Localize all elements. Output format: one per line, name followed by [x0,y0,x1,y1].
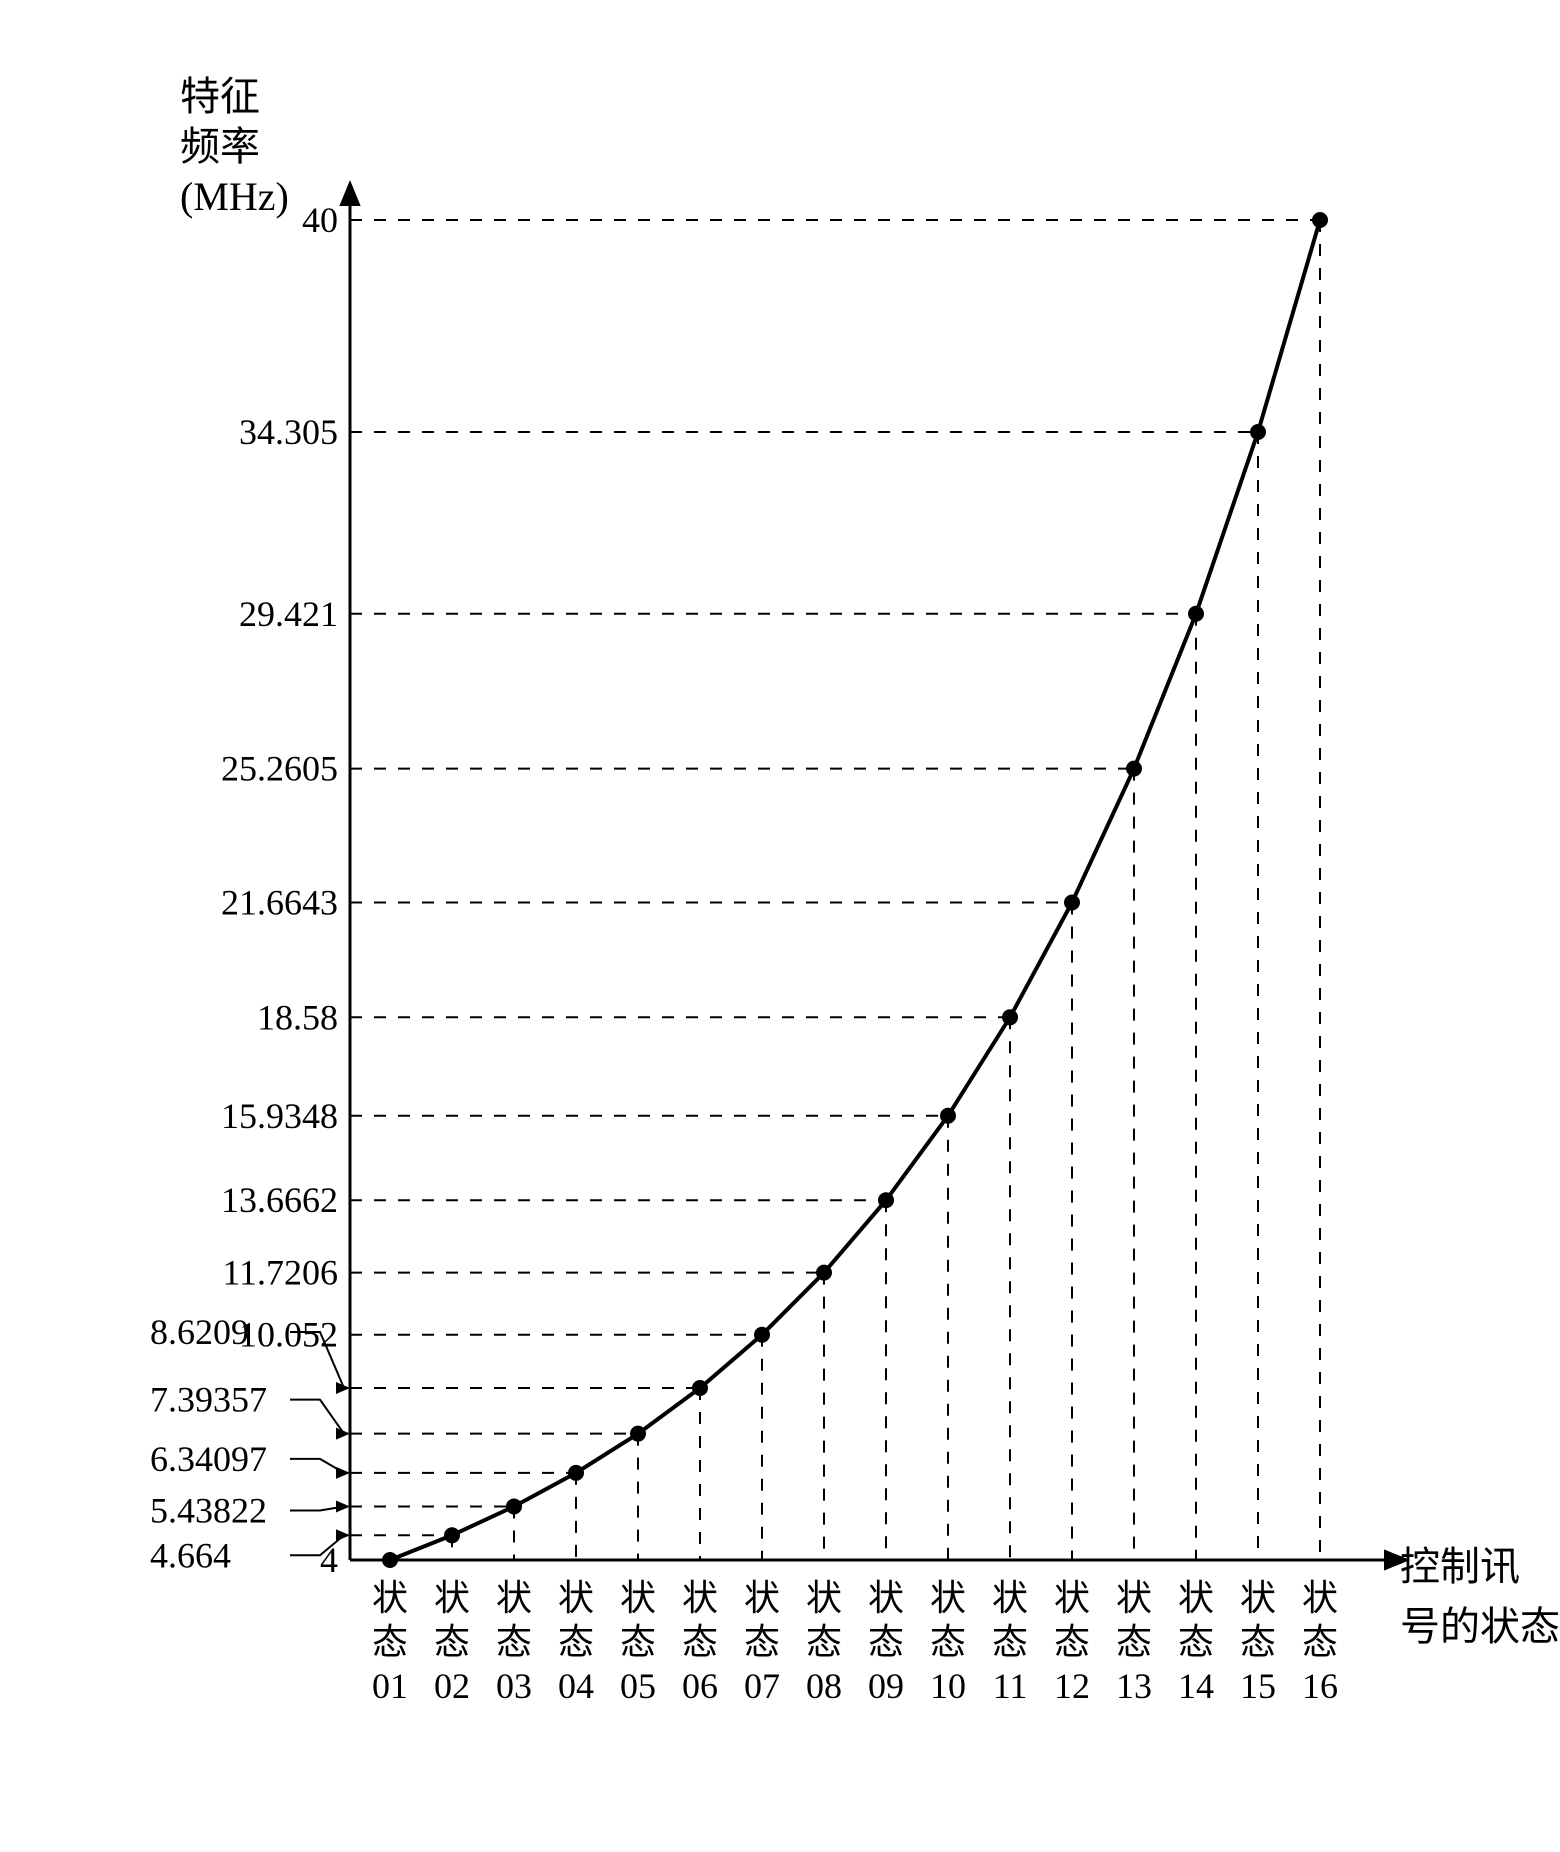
data-point [878,1192,894,1208]
data-point [444,1527,460,1543]
x-tick-label: 态 [558,1622,594,1662]
x-tick-label: 07 [744,1666,780,1706]
x-tick-label: 12 [1054,1666,1090,1706]
x-tick-label: 态 [496,1622,532,1662]
data-point [1312,212,1328,228]
y-tick-label: 6.34097 [150,1439,267,1479]
data-point [630,1426,646,1442]
x-tick-label: 14 [1178,1666,1214,1706]
data-point [506,1498,522,1514]
leader-line [290,1400,344,1434]
y-tick-label: 29.421 [239,594,338,634]
data-point [1126,761,1142,777]
y-tick-label: 25.2605 [221,749,338,789]
x-tick-label: 02 [434,1666,470,1706]
x-tick-label: 态 [744,1622,780,1662]
data-point [1064,894,1080,910]
data-point [1250,424,1266,440]
x-tick-label: 06 [682,1666,718,1706]
x-tick-label: 08 [806,1666,842,1706]
y-axis-title-line: 特征 [180,74,260,119]
x-tick-label: 09 [868,1666,904,1706]
leader-line [290,1459,344,1473]
data-point [816,1265,832,1281]
x-tick-label: 态 [620,1622,656,1662]
leader-arrow-icon [336,1529,350,1541]
x-tick-label: 状 [806,1578,842,1618]
x-tick-label: 态 [930,1622,966,1662]
y-axis-title-line: (MHz) [180,174,289,219]
data-point [1188,606,1204,622]
y-tick-label: 4.664 [150,1535,231,1575]
x-tick-label: 态 [682,1622,718,1662]
x-tick-label: 10 [930,1666,966,1706]
y-tick-label: 10.052 [239,1315,338,1355]
y-axis-arrow-icon [339,180,360,206]
x-tick-label: 态 [868,1622,904,1662]
x-tick-label: 状 [1240,1578,1276,1618]
data-point [382,1552,398,1568]
data-point [754,1327,770,1343]
x-tick-label: 状 [620,1578,656,1618]
chart-container: 特征频率 (MHz) 控制讯号的状态 40 34.305 29.421 25.2605 21.… [0,0,1560,1852]
x-axis-title-line: 控制讯 [1400,1544,1520,1589]
frequency-chart: 特征频率 (MHz) 控制讯号的状态 40 34.305 29.421 25.2605 21.… [0,0,1560,1852]
leader-arrow-icon [336,1428,350,1440]
x-tick-label: 状 [1116,1578,1152,1618]
x-tick-label: 11 [993,1666,1028,1706]
y-tick-label: 8.6209 [150,1312,249,1352]
x-tick-label: 状 [1302,1578,1338,1618]
x-tick-label: 13 [1116,1666,1152,1706]
y-tick-label: 15.9348 [221,1096,338,1136]
x-tick-label: 16 [1302,1666,1338,1706]
leader-arrow-icon [336,1467,350,1479]
x-tick-label: 态 [1054,1622,1090,1662]
x-tick-label: 状 [1054,1578,1090,1618]
leader-line [290,1506,344,1510]
data-curve [390,220,1320,1560]
x-tick-label: 05 [620,1666,656,1706]
x-tick-label: 态 [1240,1622,1276,1662]
x-tick-label: 状 [372,1578,408,1618]
x-tick-label: 状 [558,1578,594,1618]
leader-arrow-icon [336,1500,350,1512]
data-point [568,1465,584,1481]
y-tick-label: 5.43822 [150,1490,267,1530]
x-tick-label: 状 [682,1578,718,1618]
y-tick-label: 40 [302,200,338,240]
x-tick-label: 态 [1116,1622,1152,1662]
x-tick-label: 状 [992,1578,1028,1618]
x-tick-label: 状 [744,1578,780,1618]
x-tick-label: 03 [496,1666,532,1706]
x-tick-label: 态 [1178,1622,1214,1662]
x-tick-label: 状 [434,1578,470,1618]
y-tick-label: 11.7206 [222,1253,338,1293]
x-tick-label: 态 [992,1622,1028,1662]
x-tick-label: 态 [434,1622,470,1662]
x-axis-title-line: 号的状态 [1400,1604,1560,1649]
x-tick-label: 01 [372,1666,408,1706]
x-tick-label: 15 [1240,1666,1276,1706]
x-tick-label: 04 [558,1666,594,1706]
x-tick-label: 态 [1302,1622,1338,1662]
y-tick-label: 7.39357 [150,1380,267,1420]
x-tick-label: 状 [1178,1578,1214,1618]
y-tick-label: 18.58 [257,997,338,1037]
y-tick-label: 34.305 [239,412,338,452]
y-tick-label: 13.6662 [221,1180,338,1220]
x-tick-label: 状 [930,1578,966,1618]
data-point [1002,1009,1018,1025]
data-point [692,1380,708,1396]
y-tick-label: 4 [320,1540,338,1580]
data-point [940,1108,956,1124]
y-axis-title-line: 频率 [180,124,260,169]
x-tick-label: 状 [496,1578,532,1618]
x-tick-label: 态 [372,1622,408,1662]
y-tick-label: 21.6643 [221,882,338,922]
x-tick-label: 态 [806,1622,842,1662]
x-tick-label: 状 [868,1578,904,1618]
